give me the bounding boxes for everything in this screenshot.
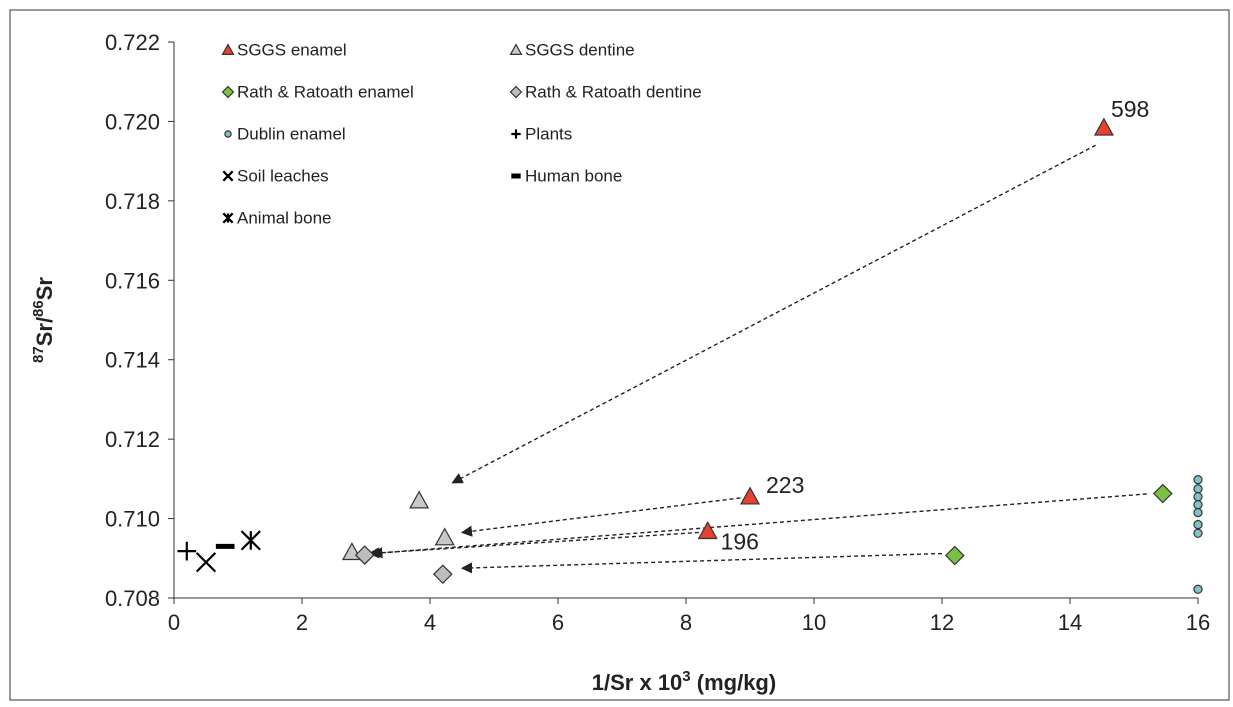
y-tick-label: 0.714	[105, 348, 160, 373]
y-tick-label: 0.710	[105, 507, 160, 532]
arrow	[460, 497, 741, 537]
y-tick-label: 0.718	[105, 189, 160, 214]
y-tick-label: 0.722	[105, 30, 160, 55]
legend-label: Rath & Ratoath dentine	[525, 82, 702, 101]
x-tick-label: 12	[930, 610, 954, 635]
circle-marker	[1193, 528, 1203, 538]
x-tick-label: 0	[168, 610, 180, 635]
x-tick-label: 8	[680, 610, 692, 635]
x-marker	[195, 552, 217, 573]
diamond-marker	[944, 545, 965, 566]
x-axis-label: 1/Sr x 103 (mg/kg)	[592, 668, 776, 695]
circle-marker	[1193, 507, 1203, 518]
circle-marker	[1193, 475, 1203, 485]
legend-label: Animal bone	[237, 208, 332, 227]
legend-label: Soil leaches	[237, 166, 329, 185]
triangle-marker	[434, 527, 455, 546]
x-tick-label: 2	[296, 610, 308, 635]
y-label-part: Sr	[32, 277, 57, 301]
legend-marker	[511, 129, 521, 139]
y-label-sup: 86	[30, 300, 47, 317]
arrow	[451, 144, 1096, 484]
circle-marker	[1193, 584, 1203, 594]
triangle-marker	[1093, 117, 1114, 136]
legend-label: Dublin enamel	[237, 124, 346, 143]
asterisk-marker	[240, 530, 261, 551]
diamond-marker	[432, 564, 453, 585]
legend-marker	[221, 85, 235, 99]
annotation: 196	[721, 528, 759, 554]
arrow	[460, 552, 943, 574]
y-tick-label: 0.716	[105, 268, 160, 293]
legend-marker	[509, 85, 523, 99]
x-label-sup: 3	[682, 668, 690, 685]
x-label-part: 1/Sr x 10	[592, 670, 683, 695]
y-label-part: Sr/	[32, 317, 57, 346]
plus-marker	[177, 541, 197, 561]
circle-marker	[1193, 492, 1203, 502]
y-axis-label: 87Sr/86Sr	[30, 277, 57, 363]
x-tick-label: 6	[552, 610, 564, 635]
x-tick-label: 4	[424, 610, 436, 635]
triangle-marker	[739, 486, 761, 505]
annotation: 598	[1111, 96, 1149, 122]
y-tick-label: 0.712	[105, 427, 160, 452]
circle-marker	[1193, 500, 1203, 510]
diamond-marker	[1152, 483, 1173, 504]
x-tick-label: 14	[1058, 610, 1082, 635]
legend-label: Rath & Ratoath enamel	[237, 82, 414, 101]
legend-marker	[221, 43, 235, 55]
annotation: 223	[766, 472, 804, 498]
triangle-marker	[697, 521, 718, 540]
legend-marker	[509, 43, 523, 55]
legend-marker	[222, 170, 234, 182]
y-label-sup: 87	[30, 346, 47, 363]
y-tick-label: 0.708	[105, 586, 160, 611]
frame	[9, 9, 1230, 701]
x-label-part: (mg/kg)	[691, 670, 777, 695]
legend-label: Human bone	[525, 166, 622, 185]
legend-marker	[222, 212, 234, 224]
x-tick-label: 16	[1186, 610, 1210, 635]
circle-marker	[1193, 519, 1203, 530]
diamond-marker	[354, 545, 375, 565]
x-tick-label: 10	[802, 610, 826, 635]
triangle-marker	[409, 490, 430, 509]
y-tick-label: 0.720	[105, 109, 160, 134]
circle-marker	[1193, 484, 1203, 494]
legend-marker	[224, 130, 232, 138]
legend-label: Plants	[525, 124, 572, 143]
arrow	[371, 493, 1147, 559]
legend-label: SGGS enamel	[237, 40, 347, 59]
legend-label: SGGS dentine	[525, 40, 635, 59]
